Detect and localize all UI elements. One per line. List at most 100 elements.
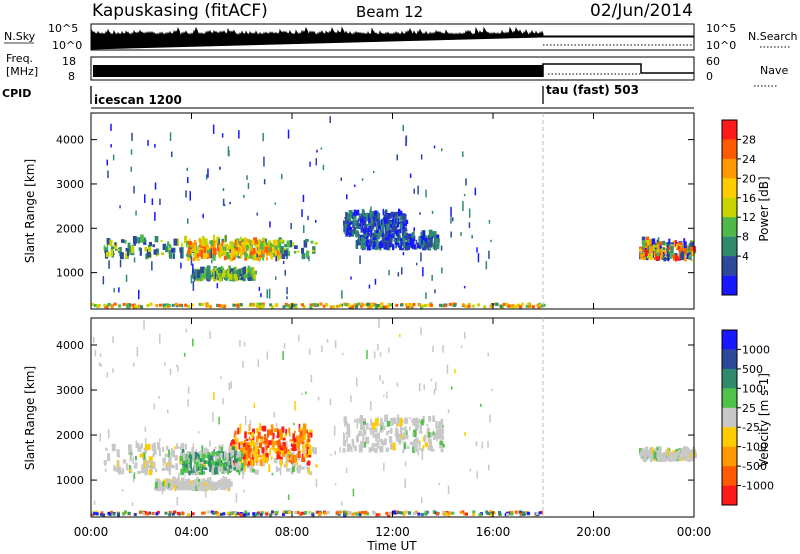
velocity-cell bbox=[213, 482, 216, 487]
power-cell bbox=[359, 255, 361, 264]
velocity-cell bbox=[107, 511, 111, 515]
velocity-cell bbox=[229, 458, 232, 467]
velocity-cell bbox=[240, 468, 244, 472]
velocity-cell bbox=[133, 513, 137, 516]
power-cell bbox=[387, 303, 391, 307]
power-cell bbox=[370, 230, 373, 239]
power-colorbar-swatch bbox=[722, 178, 737, 198]
power-cell bbox=[386, 217, 390, 222]
velocity-cell bbox=[345, 431, 350, 436]
velocity-cell bbox=[181, 456, 184, 464]
power-cell bbox=[379, 229, 382, 232]
velocity-cell bbox=[238, 470, 241, 476]
power-cell bbox=[667, 254, 670, 262]
velocity-cell bbox=[246, 445, 251, 448]
power-cell bbox=[423, 237, 426, 241]
velocity-cell bbox=[290, 447, 293, 451]
power-cell bbox=[420, 236, 423, 244]
power-cell bbox=[127, 242, 131, 249]
power-cell bbox=[422, 267, 424, 277]
velocity-cell bbox=[343, 512, 347, 516]
power-cell bbox=[538, 303, 542, 307]
velocity-cell bbox=[251, 454, 254, 458]
velocity-cell bbox=[195, 469, 198, 476]
power-cell bbox=[488, 219, 491, 224]
velocity-cell bbox=[167, 482, 170, 488]
power-panel-frame bbox=[90, 112, 695, 310]
velocity-cell bbox=[380, 438, 383, 445]
power-cell bbox=[393, 221, 395, 232]
velocity-cell bbox=[218, 457, 221, 466]
power-cell bbox=[408, 239, 411, 246]
velocity-cell bbox=[402, 448, 405, 453]
power-cell bbox=[388, 228, 391, 237]
velocity-cell bbox=[164, 362, 166, 366]
velocity-cell bbox=[371, 446, 375, 452]
velocity-cell bbox=[270, 424, 274, 432]
velocity-cell bbox=[386, 431, 389, 436]
velocity-cell bbox=[435, 421, 438, 429]
velocity-cell bbox=[440, 418, 444, 425]
velocity-cell bbox=[180, 443, 185, 451]
power-cell bbox=[196, 249, 200, 252]
power-cell bbox=[130, 251, 135, 256]
velocity-cell bbox=[124, 510, 127, 514]
velocity-cell bbox=[382, 380, 384, 385]
velocity-cell bbox=[395, 436, 398, 442]
power-cell bbox=[364, 212, 367, 221]
velocity-cell bbox=[418, 431, 423, 434]
power-cell bbox=[148, 246, 152, 252]
power-cell bbox=[174, 302, 178, 306]
power-cell bbox=[372, 232, 375, 237]
mhz-label: [MHz] bbox=[6, 65, 38, 78]
velocity-cell bbox=[137, 442, 140, 449]
power-cell bbox=[395, 243, 398, 248]
velocity-cell bbox=[152, 453, 155, 457]
power-cell bbox=[110, 248, 114, 257]
power-ytick-label: 4000 bbox=[56, 134, 84, 147]
velocity-cell bbox=[351, 443, 355, 446]
power-cell bbox=[502, 302, 506, 306]
power-cell bbox=[365, 227, 368, 231]
power-cell bbox=[237, 269, 240, 278]
velocity-cell bbox=[194, 461, 198, 469]
velocity-cell bbox=[208, 458, 212, 467]
power-cell bbox=[234, 239, 237, 246]
velocity-cell bbox=[420, 421, 423, 424]
power-cell bbox=[195, 256, 199, 259]
velocity-cell bbox=[183, 481, 188, 488]
velocity-cell bbox=[128, 448, 132, 454]
velocity-cell bbox=[208, 482, 211, 490]
power-cell bbox=[186, 245, 189, 247]
nsearch-label: N.Search bbox=[748, 30, 798, 43]
velocity-cell bbox=[411, 418, 415, 423]
power-cell bbox=[368, 284, 371, 289]
velocity-cell bbox=[203, 447, 208, 456]
power-cell bbox=[468, 208, 471, 218]
velocity-cell bbox=[227, 487, 229, 491]
power-cell bbox=[409, 303, 413, 307]
velocity-cell bbox=[305, 391, 307, 395]
velocity-cell bbox=[522, 513, 525, 516]
velocity-cell bbox=[345, 467, 348, 473]
power-cell bbox=[489, 304, 493, 308]
velocity-cell bbox=[287, 510, 291, 514]
power-cell bbox=[307, 215, 309, 221]
velocity-cell bbox=[275, 510, 279, 514]
velocity-cell bbox=[310, 471, 313, 476]
velocity-cell bbox=[171, 512, 175, 516]
velocity-cell bbox=[374, 443, 378, 447]
power-cell bbox=[350, 276, 352, 280]
power-cell bbox=[275, 255, 277, 262]
velocity-cell bbox=[297, 439, 302, 443]
power-cell bbox=[286, 304, 289, 308]
velocity-cell bbox=[219, 461, 223, 467]
velocity-cell bbox=[226, 452, 228, 461]
power-cell bbox=[344, 227, 347, 235]
velocity-cell bbox=[660, 453, 664, 461]
velocity-cell bbox=[329, 398, 332, 405]
power-cell bbox=[203, 239, 206, 247]
power-cell bbox=[121, 239, 125, 243]
velocity-cell bbox=[288, 460, 293, 463]
power-cell bbox=[207, 168, 209, 178]
